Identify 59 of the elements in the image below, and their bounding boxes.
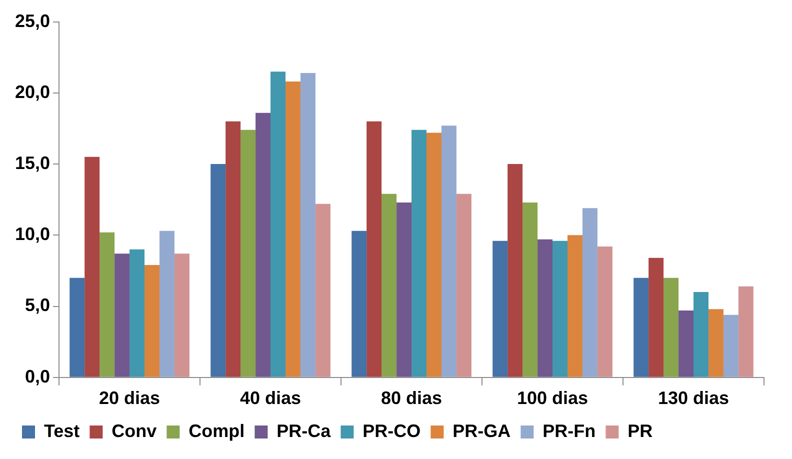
y-tick-label: 5,0: [25, 295, 50, 316]
bar: [315, 204, 330, 377]
bar: [738, 286, 754, 377]
bar: [664, 278, 679, 377]
legend-label: PR-GA: [452, 420, 511, 441]
bar: [210, 164, 226, 377]
bar: [352, 230, 367, 377]
bar: [582, 208, 598, 377]
bar: [84, 156, 100, 377]
bar: [270, 72, 286, 377]
bar: [70, 278, 85, 377]
bar: [634, 278, 649, 377]
x-tick-label: 20 dias: [99, 388, 160, 408]
y-tick-label: 25,0: [14, 10, 50, 31]
y-tick-label: 20,0: [14, 82, 50, 102]
bar: [597, 246, 612, 377]
y-tick-label: 15,0: [14, 153, 50, 174]
bar: [366, 121, 382, 377]
bar: [694, 292, 708, 377]
legend-label: PR-CO: [362, 420, 421, 441]
bar: [567, 235, 582, 377]
bar: [412, 130, 426, 377]
y-tick-label: 10,0: [14, 224, 50, 244]
bar: [382, 194, 397, 377]
bar: [723, 314, 738, 377]
x-tick-label: 80 dias: [380, 388, 442, 408]
x-tick-label: 100 dias: [516, 388, 588, 408]
bar: [114, 254, 130, 377]
bar: [426, 132, 442, 377]
legend-label: PR-Ca: [276, 420, 332, 441]
bar: [226, 121, 241, 377]
bar: [100, 232, 115, 377]
legend-label: PR: [628, 420, 653, 441]
bar: [522, 202, 538, 377]
bar: [174, 254, 190, 377]
bar: [678, 310, 694, 377]
bar: [508, 164, 523, 377]
bar: [441, 126, 456, 377]
legend-label: Conv: [112, 420, 157, 441]
y-tick-label: 0,0: [25, 366, 50, 386]
bar: [130, 249, 145, 377]
bar: [552, 240, 568, 377]
bar: [256, 112, 271, 377]
bar: [159, 230, 174, 377]
x-tick-label: 40 dias: [240, 388, 302, 408]
bar: [240, 130, 256, 377]
bar: [492, 240, 508, 377]
bar: [286, 82, 300, 377]
bar: [538, 239, 553, 377]
legend-label: Test: [44, 420, 80, 441]
bar: [144, 265, 160, 377]
x-tick-label: 130 dias: [658, 388, 730, 408]
legend-label: PR-Fn: [542, 420, 596, 441]
bar: [456, 194, 472, 377]
bar: [396, 202, 412, 377]
bar: [300, 73, 316, 377]
legend-label: Compl: [188, 420, 245, 441]
bar: [708, 309, 724, 377]
bar: [648, 258, 664, 377]
